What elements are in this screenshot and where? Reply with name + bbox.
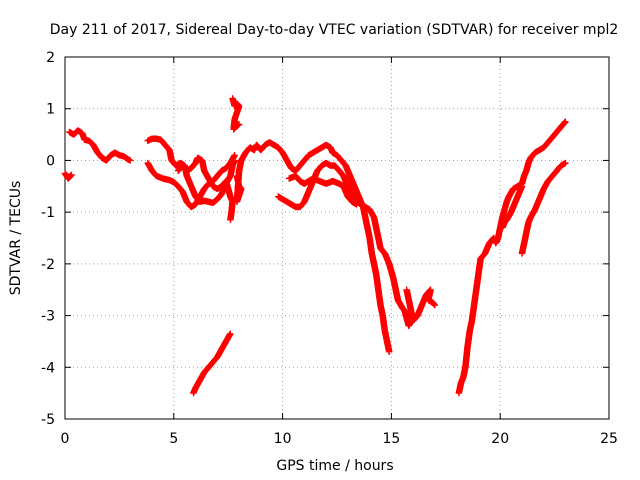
plot-frame — [64, 56, 610, 420]
x-tick-label: 20 — [491, 431, 509, 447]
x-tick-label: 5 — [169, 431, 178, 447]
data-point — [68, 171, 75, 179]
data-point — [227, 330, 234, 337]
data-point — [562, 118, 569, 125]
data-points — [61, 95, 569, 397]
x-tick-label: 10 — [274, 431, 292, 447]
y-tick-label: 0 — [46, 153, 55, 169]
y-tick-label: -4 — [41, 360, 55, 376]
x-axis-label: GPS time / hours — [276, 458, 393, 474]
x-tick-label: 25 — [600, 431, 618, 447]
data-point — [227, 216, 234, 224]
chart-title: Day 211 of 2017, Sidereal Day-to-day VTE… — [50, 22, 619, 38]
x-tick-label: 0 — [61, 431, 70, 447]
data-point — [518, 183, 526, 190]
data-point — [127, 157, 134, 164]
x-tick-label: 15 — [382, 431, 400, 447]
data-point — [231, 152, 238, 159]
data-point — [562, 159, 569, 167]
y-axis-label: SDTVAR / TECUs — [8, 181, 24, 296]
data-point — [353, 201, 360, 208]
y-tick-label: 1 — [46, 102, 55, 118]
y-tick-label: -1 — [41, 205, 55, 221]
y-tick-label: -3 — [41, 309, 55, 325]
y-tick-label: -5 — [41, 412, 55, 428]
data-point — [431, 302, 439, 309]
y-tick-label: -2 — [41, 257, 55, 273]
y-tick-label: 2 — [46, 50, 55, 66]
data-point — [386, 348, 393, 355]
data-point — [235, 121, 243, 128]
